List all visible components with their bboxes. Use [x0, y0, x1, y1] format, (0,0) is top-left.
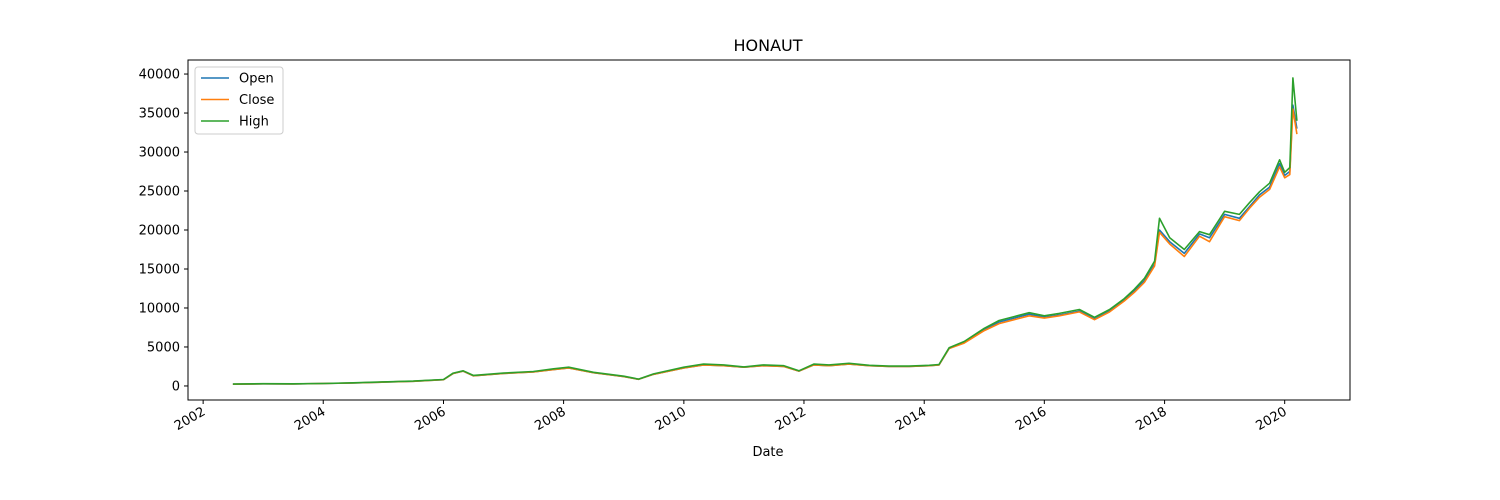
legend: Open Close High [194, 66, 284, 135]
y-tick-label: 25000 [139, 185, 180, 200]
y-tick-label: 15000 [139, 262, 180, 277]
chart-title: HONAUT [733, 36, 802, 55]
y-tick-label: 35000 [139, 107, 180, 122]
y-tick-label: 0 [172, 379, 180, 394]
y-axis: 0 5000 10000 15000 20000 25000 30000 35000 40000 [139, 68, 188, 394]
legend-label-high: High [239, 115, 269, 130]
y-tick-label: 30000 [139, 146, 180, 161]
y-tick-label: 5000 [147, 340, 180, 355]
legend-label-close: Close [239, 93, 274, 108]
y-tick-label: 10000 [139, 301, 180, 316]
y-tick-label: 20000 [139, 224, 180, 239]
legend-label-open: Open [239, 72, 274, 87]
y-tick-label: 40000 [139, 68, 180, 83]
x-axis-label: Date [752, 445, 783, 460]
series-line-high [232, 77, 1298, 385]
legend-box [194, 66, 284, 135]
